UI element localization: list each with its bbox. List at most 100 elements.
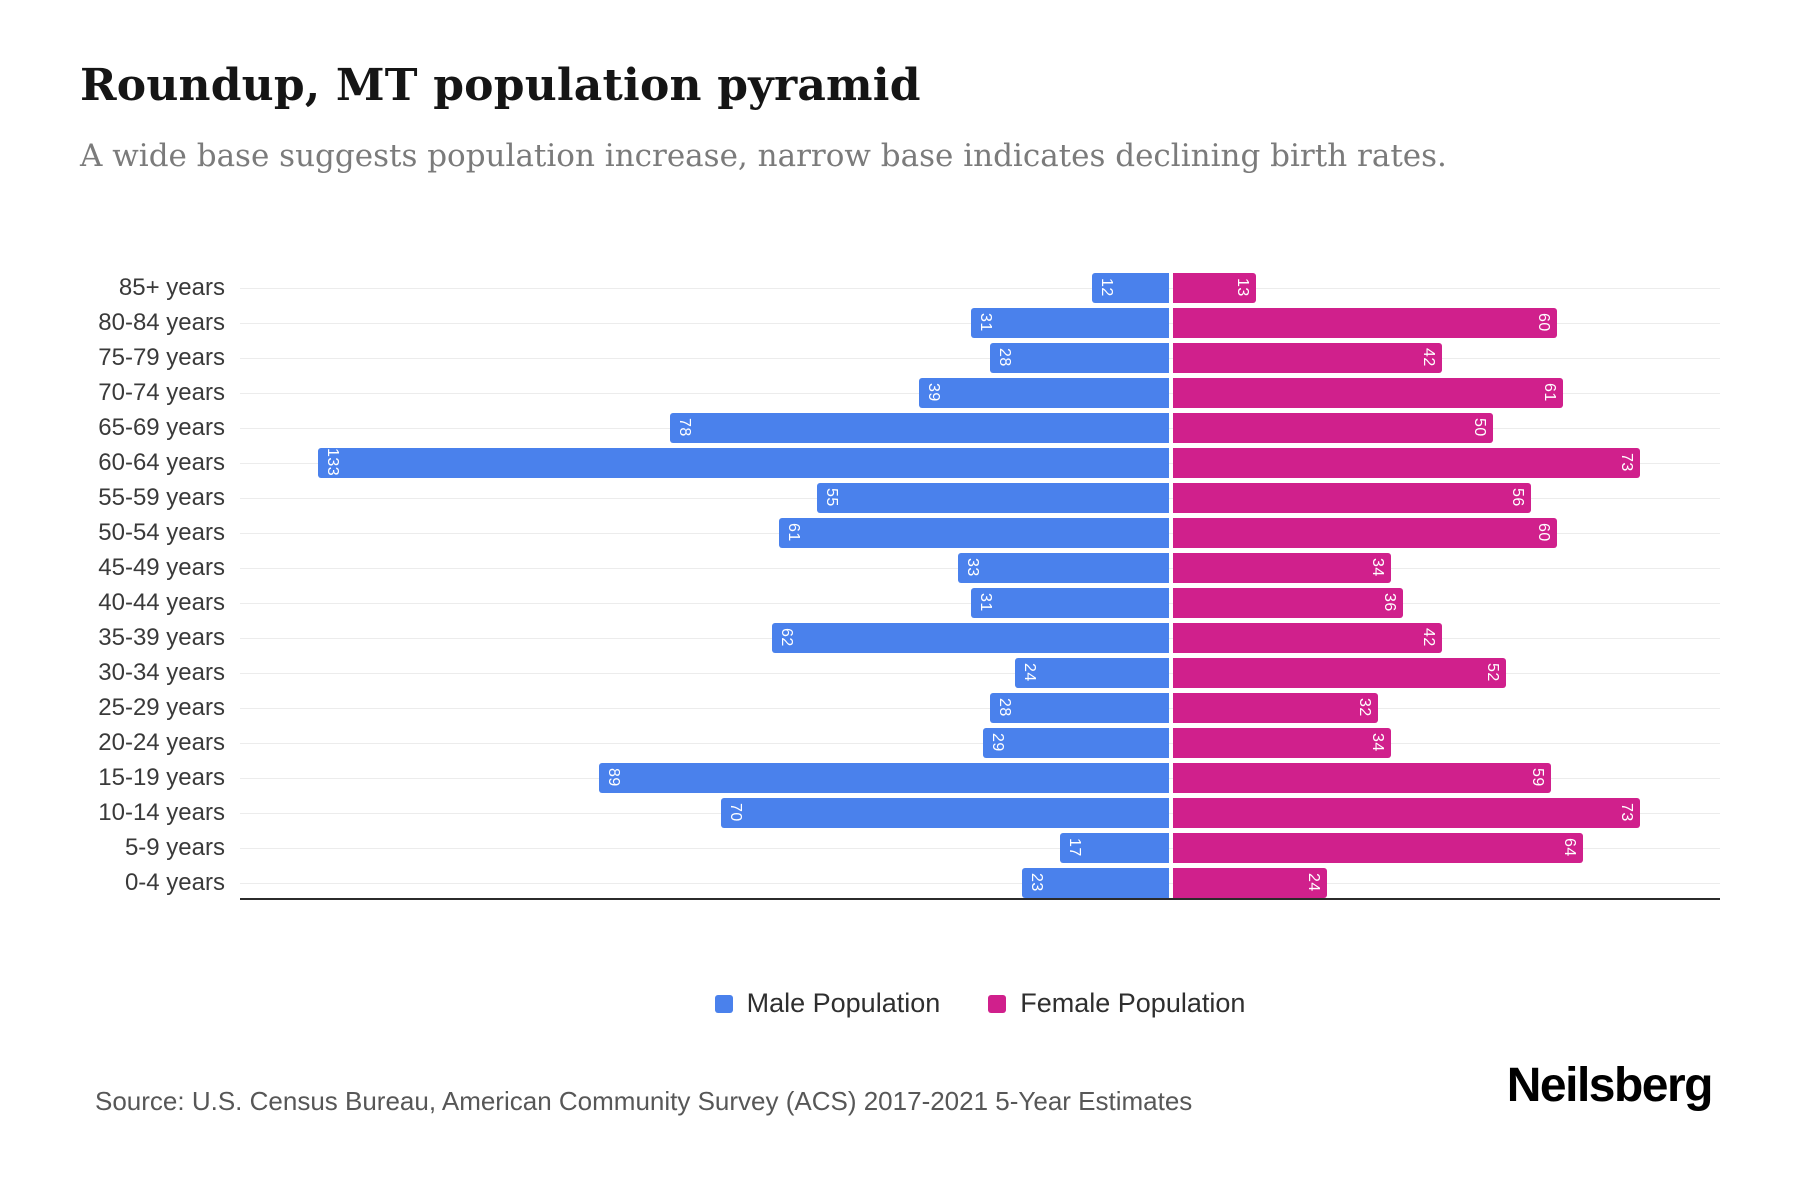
- female-bar-value: 42: [1420, 628, 1437, 647]
- neilsberg-logo: Neilsberg: [1506, 1059, 1714, 1112]
- female-bar: 42: [1173, 342, 1442, 373]
- male-bar: 29: [983, 727, 1169, 758]
- male-bar: 24: [1015, 657, 1169, 688]
- y-axis-label: 30-34 years: [98, 659, 225, 686]
- male-bar-value: 24: [1021, 663, 1038, 682]
- y-axis-label: 80-84 years: [98, 309, 225, 336]
- female-bar-value: 73: [1618, 803, 1635, 822]
- female-bar: 73: [1173, 797, 1640, 828]
- legend-female-label: Female Population: [1020, 988, 1246, 1018]
- gridline: [240, 847, 1720, 849]
- male-bar-value: 39: [925, 383, 942, 402]
- male-bar: 28: [990, 342, 1169, 373]
- female-bar-value: 61: [1541, 383, 1558, 402]
- y-axis-label: 15-19 years: [98, 764, 225, 791]
- legend-male-swatch: [714, 994, 733, 1013]
- y-axis-label: 0-4 years: [124, 869, 225, 896]
- female-bar-value: 56: [1509, 488, 1526, 507]
- male-bar: 31: [971, 587, 1169, 618]
- gridline: [240, 707, 1720, 709]
- gridline: [240, 357, 1720, 359]
- male-bar-value: 33: [964, 558, 981, 577]
- male-bar: 12: [1092, 272, 1169, 303]
- female-bar: 61: [1173, 377, 1563, 408]
- male-bar: 78: [670, 412, 1169, 443]
- legend: Male Population Female Population: [240, 988, 1720, 1019]
- male-bar-value: 29: [989, 733, 1006, 752]
- male-bar-value: 55: [823, 488, 840, 507]
- y-axis-label: 40-44 years: [98, 589, 225, 616]
- gridline: [240, 882, 1720, 884]
- male-bar-value: 133: [324, 448, 341, 477]
- female-bar: 42: [1173, 622, 1442, 653]
- y-axis-label: 50-54 years: [98, 519, 225, 546]
- female-bar: 36: [1173, 587, 1403, 618]
- y-axis-label: 55-59 years: [98, 484, 225, 511]
- female-bar: 32: [1173, 692, 1378, 723]
- female-bar-value: 24: [1305, 873, 1322, 892]
- legend-item-female: Female Population: [988, 988, 1245, 1019]
- female-bar: 34: [1173, 552, 1391, 583]
- gridline: [240, 287, 1720, 289]
- female-bar: 50: [1173, 412, 1493, 443]
- y-axis-label: 5-9 years: [124, 834, 225, 861]
- female-bar: 34: [1173, 727, 1391, 758]
- male-bar: 39: [919, 377, 1169, 408]
- male-bar-value: 78: [676, 418, 693, 437]
- female-bar: 60: [1173, 307, 1557, 338]
- female-bar-value: 42: [1420, 348, 1437, 367]
- male-bar: 61: [779, 517, 1169, 548]
- male-bar-value: 61: [785, 523, 802, 542]
- male-bar: 23: [1022, 867, 1169, 898]
- female-bar-value: 73: [1618, 453, 1635, 472]
- gridline: [240, 672, 1720, 674]
- male-bar-value: 31: [977, 313, 994, 332]
- female-bar-value: 13: [1234, 278, 1251, 297]
- y-axis-label: 85+ years: [118, 274, 225, 301]
- female-bar: 13: [1173, 272, 1256, 303]
- female-bar-value: 52: [1484, 663, 1501, 682]
- plot-area: 12 13 31 60 28 42 39 61 78 50 133 73 55 56 61 60 33 34 31 3…: [240, 270, 1720, 900]
- female-bar-value: 34: [1369, 558, 1386, 577]
- male-bar-value: 62: [778, 628, 795, 647]
- y-axis-label: 20-24 years: [98, 729, 225, 756]
- male-bar-value: 70: [727, 803, 744, 822]
- male-bar: 62: [772, 622, 1169, 653]
- male-bar-value: 31: [977, 593, 994, 612]
- legend-male-label: Male Population: [746, 988, 941, 1018]
- female-bar: 64: [1173, 832, 1583, 863]
- y-axis-label: 70-74 years: [98, 379, 225, 406]
- male-bar: 55: [817, 482, 1169, 513]
- female-bar-value: 60: [1535, 523, 1552, 542]
- male-bar: 33: [958, 552, 1169, 583]
- female-bar: 52: [1173, 657, 1506, 688]
- male-bar-value: 28: [996, 698, 1013, 717]
- y-axis-labels: 85+ years 80-84 years 75-79 years 70-74 yea…: [0, 270, 225, 900]
- legend-item-male: Male Population: [714, 988, 941, 1019]
- y-axis-label: 10-14 years: [98, 799, 225, 826]
- female-bar-value: 60: [1535, 313, 1552, 332]
- y-axis-label: 65-69 years: [98, 414, 225, 441]
- female-bar-value: 64: [1561, 838, 1578, 857]
- page-subtitle: A wide base suggests population increase…: [80, 138, 1447, 174]
- female-bar-value: 32: [1356, 698, 1373, 717]
- female-bar: 56: [1173, 482, 1531, 513]
- y-axis-label: 45-49 years: [98, 554, 225, 581]
- male-bar: 70: [721, 797, 1169, 828]
- female-bar: 60: [1173, 517, 1557, 548]
- male-bar-value: 17: [1066, 838, 1083, 857]
- male-bar-value: 23: [1028, 873, 1045, 892]
- legend-female-swatch: [988, 994, 1007, 1013]
- male-bar-value: 12: [1098, 278, 1115, 297]
- gridline: [240, 742, 1720, 744]
- y-axis-label: 75-79 years: [98, 344, 225, 371]
- female-bar: 24: [1173, 867, 1327, 898]
- female-bar-value: 34: [1369, 733, 1386, 752]
- female-bar: 73: [1173, 447, 1640, 478]
- male-bar: 28: [990, 692, 1169, 723]
- source-attribution: Source: U.S. Census Bureau, American Com…: [95, 1086, 1193, 1116]
- female-bar-value: 50: [1471, 418, 1488, 437]
- page-title: Roundup, MT population pyramid: [80, 60, 921, 111]
- male-bar-value: 28: [996, 348, 1013, 367]
